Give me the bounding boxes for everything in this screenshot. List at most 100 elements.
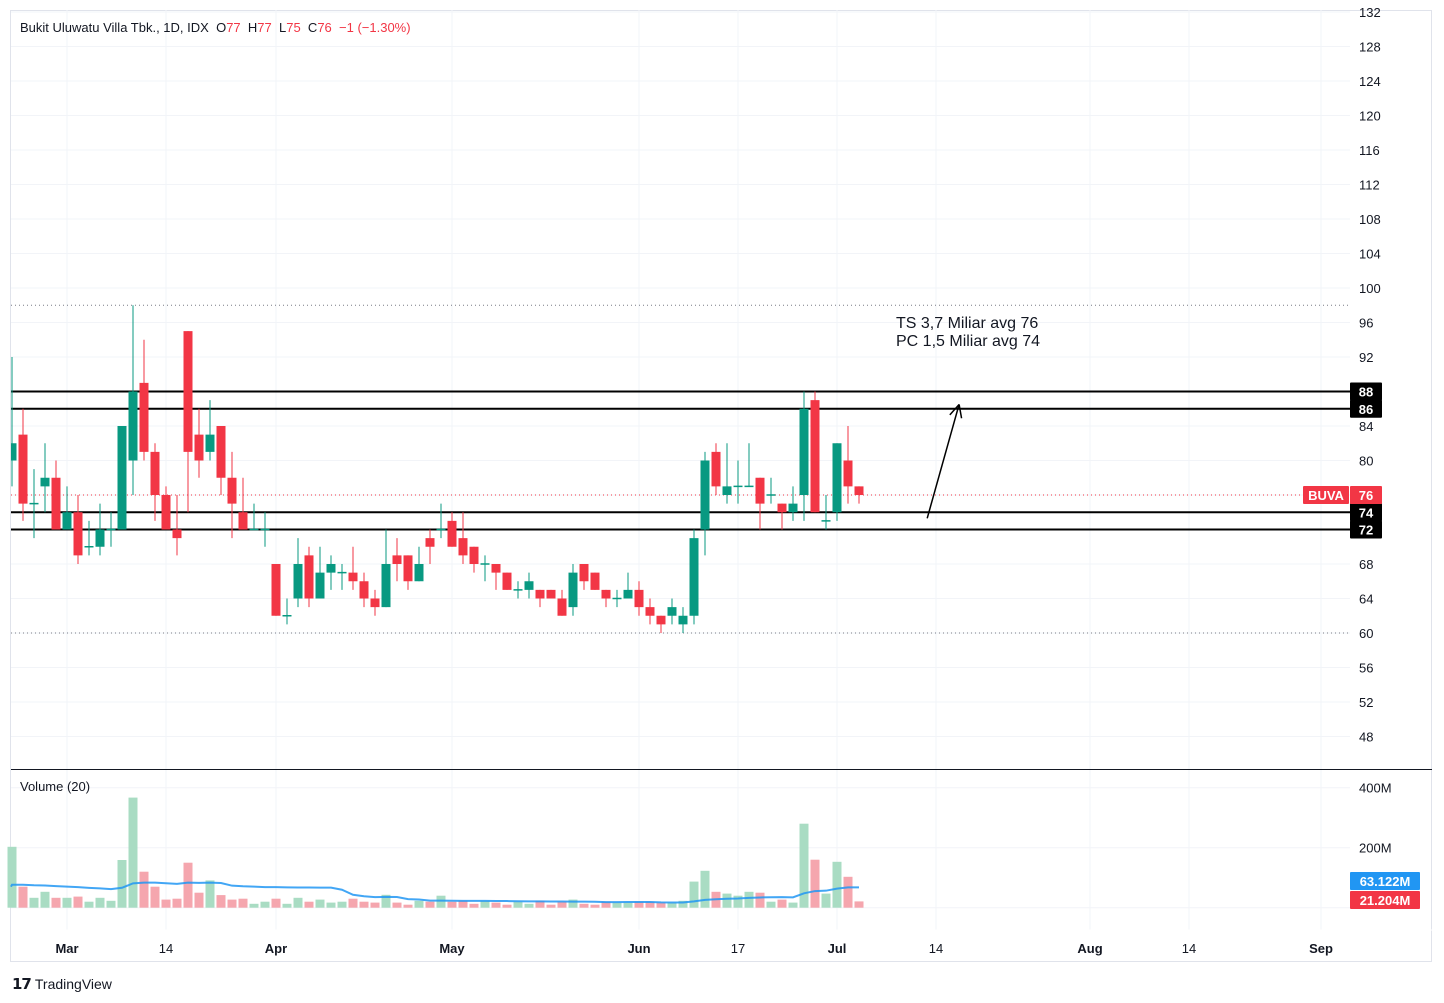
candle[interactable] [128,305,138,495]
candle[interactable] [766,477,776,504]
arrow-drawing[interactable] [926,403,963,519]
candle[interactable] [425,529,435,565]
volume-bar [821,893,831,908]
candle[interactable] [359,572,369,608]
candle[interactable] [590,572,600,590]
candle[interactable] [480,555,490,582]
candle[interactable] [469,546,479,573]
candle[interactable] [502,572,512,590]
candle[interactable] [458,512,468,564]
candle[interactable] [271,564,281,616]
candle[interactable] [8,357,17,487]
candle[interactable] [700,451,710,556]
candle[interactable] [161,486,171,530]
candle[interactable] [656,615,666,633]
candle-body [722,486,732,495]
candle[interactable] [95,503,105,556]
candle[interactable] [524,572,534,599]
candle[interactable] [535,589,545,608]
volume-bar [766,901,776,908]
symbol-name: Bukit Uluwatu Villa Tbk., 1D, IDX [20,20,209,35]
candle[interactable] [854,486,864,504]
candle[interactable] [150,443,160,521]
candle[interactable] [403,555,413,590]
candle[interactable] [821,495,831,530]
candle[interactable] [788,486,798,521]
candle[interactable] [392,538,402,582]
candle[interactable] [722,443,732,504]
candle[interactable] [678,607,688,633]
candle[interactable] [194,408,204,478]
candle[interactable] [227,451,237,539]
candle-body [216,426,226,478]
annotation-line-1: TS 3,7 Miliar avg 76 [896,315,1039,332]
candle[interactable] [755,477,765,530]
time-axis-label: Jun [627,941,650,956]
candle[interactable] [106,512,116,547]
candle[interactable] [810,391,820,513]
candle[interactable] [172,495,182,556]
candle[interactable] [667,598,677,625]
candle[interactable] [744,443,754,488]
candle[interactable] [447,512,457,547]
tradingview-logo[interactable]: 𝟭𝟳 TradingView [12,975,112,993]
volume-bar [854,901,864,908]
candle[interactable] [117,426,127,530]
candle[interactable] [568,564,578,616]
candle[interactable] [799,391,809,521]
candle[interactable] [436,503,446,539]
candle[interactable] [282,598,292,625]
volume-indicator-title[interactable]: Volume (20) [20,779,91,794]
candle[interactable] [601,589,611,608]
candle[interactable] [183,331,193,513]
volume-ma-line[interactable] [10,881,860,904]
candle[interactable] [293,538,303,608]
candle[interactable] [546,589,556,599]
candle[interactable] [73,495,83,564]
candle[interactable] [634,581,644,616]
candle[interactable] [370,589,380,616]
candle[interactable] [381,529,391,608]
candle[interactable] [513,581,523,599]
candle[interactable] [733,460,743,504]
candle[interactable] [62,486,72,530]
candle[interactable] [689,529,699,625]
candle[interactable] [337,564,347,590]
candle[interactable] [623,572,633,599]
candle[interactable] [612,589,622,608]
candle[interactable] [326,555,336,590]
candle[interactable] [29,469,39,539]
volume-bar [161,899,171,908]
candle[interactable] [843,426,853,504]
candle[interactable] [557,589,567,616]
candle[interactable] [40,443,50,513]
candle[interactable] [304,546,314,608]
candle[interactable] [777,503,787,530]
candle[interactable] [84,520,94,556]
text-annotation[interactable]: TS 3,7 Miliar avg 76 PC 1,5 Miliar avg 7… [896,315,1040,351]
candle[interactable] [260,512,270,547]
candle[interactable] [579,564,589,590]
volume-bar [216,895,226,908]
tradingview-logo-icon: 𝟭𝟳 [12,976,32,993]
candle[interactable] [238,477,248,530]
candle[interactable] [249,503,259,531]
volume-bar [700,870,710,908]
candle[interactable] [139,339,149,461]
candle[interactable] [315,546,325,599]
candle[interactable] [51,460,61,530]
candle[interactable] [711,443,721,495]
volume-bar [744,891,754,908]
candle[interactable] [491,564,501,590]
candle[interactable] [205,400,215,461]
candle[interactable] [414,546,424,582]
volume-bar [51,897,61,908]
candle[interactable] [832,443,842,521]
candle[interactable] [348,546,358,590]
candle[interactable] [645,598,655,625]
price-pane[interactable] [8,304,1351,634]
candle[interactable] [18,408,28,521]
candle[interactable] [216,426,226,495]
volume-bar [205,880,215,908]
